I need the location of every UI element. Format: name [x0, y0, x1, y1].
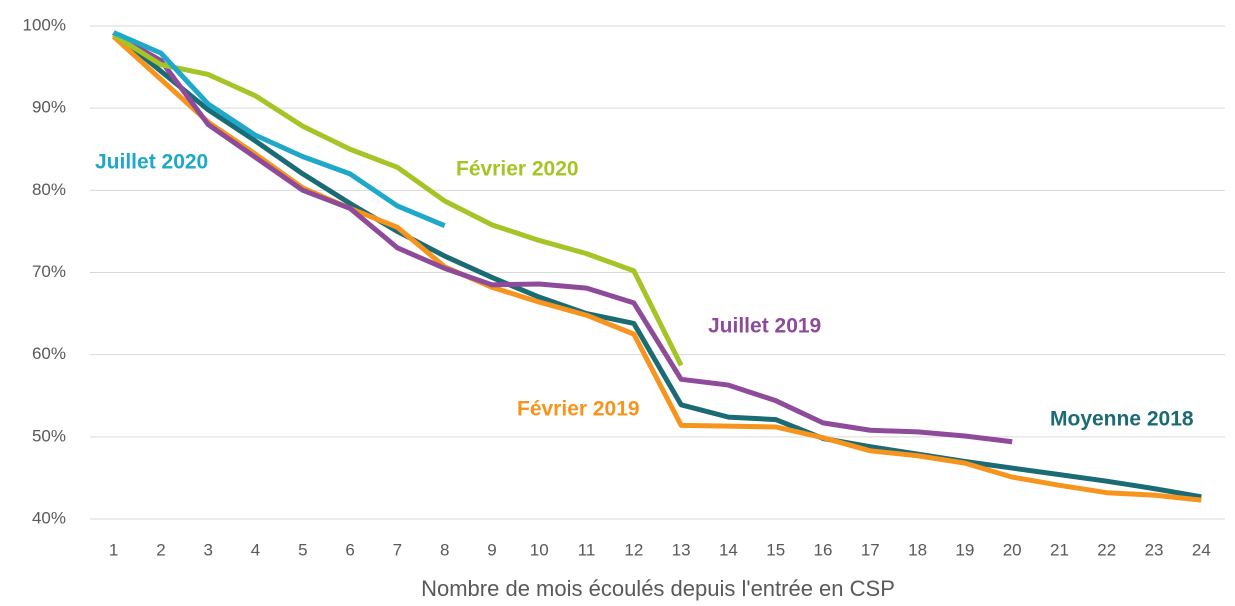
x-tick-label: 10	[530, 540, 549, 559]
series-label: Moyenne 2018	[1050, 408, 1194, 431]
series-label: Juillet 2020	[95, 151, 208, 174]
y-tick-label: 60%	[32, 344, 66, 363]
y-tick-label: 50%	[32, 426, 66, 445]
x-tick-label: 6	[345, 540, 354, 559]
series-line	[111, 34, 1202, 503]
x-tick-label: 15	[766, 540, 785, 559]
x-tick-label: 21	[1050, 540, 1069, 559]
x-tick-label: 9	[487, 540, 496, 559]
x-tick-label: 24	[1192, 540, 1211, 559]
x-tick-label: 11	[578, 540, 596, 559]
x-tick-label: 13	[672, 540, 691, 559]
series-line	[112, 32, 684, 367]
y-tick-label: 80%	[32, 180, 66, 199]
x-tick-label: 18	[908, 540, 927, 559]
series-line	[112, 30, 446, 228]
x-tick-label: 3	[203, 540, 212, 559]
series-label: Février 2019	[517, 398, 640, 421]
x-tick-label: 14	[719, 540, 738, 559]
x-tick-label: 2	[156, 540, 165, 559]
y-tick-label: 40%	[32, 508, 66, 527]
series-label: Juillet 2019	[708, 315, 821, 338]
series-line	[112, 32, 1013, 445]
x-tick-label: 23	[1145, 540, 1164, 559]
x-tick-label: 12	[624, 540, 643, 559]
x-tick-label: 5	[298, 540, 307, 559]
y-tick-label: 70%	[32, 262, 66, 281]
x-tick-label: 4	[251, 540, 260, 559]
x-tick-label: 22	[1097, 540, 1116, 559]
series-label: Février 2020	[456, 158, 579, 181]
x-tick-label: 17	[861, 540, 880, 559]
x-tick-label: 1	[109, 540, 118, 559]
y-tick-label: 100%	[23, 15, 66, 34]
x-tick-label: 20	[1003, 540, 1022, 559]
x-tick-label: 19	[955, 540, 974, 559]
series-line	[112, 30, 1202, 500]
y-tick-label: 90%	[32, 98, 66, 117]
x-tick-label: 7	[393, 540, 402, 559]
x-tick-label: 16	[814, 540, 833, 559]
x-axis-label: Nombre de mois écoulés depuis l'entrée e…	[421, 576, 895, 601]
x-tick-label: 8	[440, 540, 449, 559]
